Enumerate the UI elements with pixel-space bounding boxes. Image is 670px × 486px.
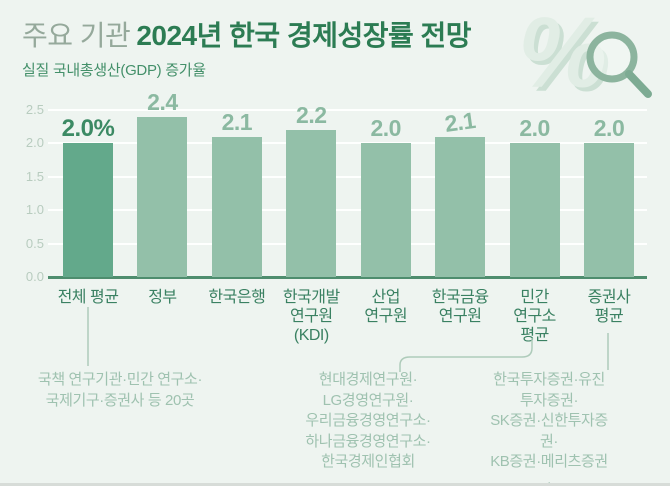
bar-3	[211, 136, 262, 277]
connector-middle	[399, 338, 533, 372]
y-axis-tick: 0.5	[25, 235, 44, 251]
page-title: 주요 기관 2024년 한국 경제성장률 전망	[22, 20, 522, 52]
value-label: 2.1	[221, 108, 253, 135]
footnote-private-institutes: 현대경제연구원· LG경영연구원· 우리금융경영연구소· 하나금융경영연구소· …	[305, 371, 431, 470]
title-prefix: 주요 기관	[22, 20, 131, 51]
title-main: 2024년 한국 경제성장률 전망	[136, 20, 472, 51]
subtitle: 실질 국내총생산(GDP) 증가율	[22, 62, 206, 79]
gridline	[48, 175, 647, 178]
value-label: 2.0%	[61, 115, 115, 143]
value-label: 2.4	[147, 88, 178, 115]
x-axis-label: 증권사 평균	[587, 289, 631, 325]
y-axis-tick: 1.5	[25, 168, 44, 184]
value-label: 2.0	[593, 115, 625, 142]
bar-4	[286, 130, 337, 277]
x-axis-label: 정부	[148, 289, 177, 306]
bar-6	[435, 136, 486, 277]
gridline	[48, 142, 647, 145]
bar-2	[137, 116, 188, 277]
bar-1	[63, 143, 113, 277]
x-axis-label: 한국개발 연구원 (KDI)	[282, 289, 340, 344]
gridline	[48, 209, 647, 212]
bar-7	[509, 143, 560, 277]
footnote-overall-average: 국책 연구기관·민간 연구소· 국제기구·증권사 등 20곳	[37, 371, 203, 409]
value-label: 2.2	[296, 102, 327, 129]
value-label: 2.0	[370, 115, 401, 142]
x-axis-label: 산업 연구원	[364, 289, 408, 325]
bar-5	[360, 143, 411, 277]
value-label: 2.0	[519, 115, 550, 142]
x-axis-label: 한국은행	[208, 289, 266, 306]
x-axis-label: 한국금융 연구원	[431, 289, 489, 325]
y-axis-tick: 2.5	[25, 102, 44, 117]
x-axis-line	[48, 276, 647, 279]
gridline	[48, 109, 647, 111]
y-axis-tick: 0.0	[25, 269, 44, 284]
gridline	[48, 242, 647, 245]
x-axis-label: 전체 평균	[57, 289, 119, 306]
y-axis-tick: 2.0	[25, 135, 44, 151]
bar-8	[584, 143, 634, 277]
footnote-securities-firms: 한국투자증권·유진투자증권· SK증권·신한투자증권· KB증권·메리츠증권· …	[490, 371, 608, 486]
y-axis-tick: 1.0	[25, 202, 44, 218]
x-axis-label: 민간 연구소 평균	[513, 289, 556, 344]
header: 주요 기관 2024년 한국 경제성장률 전망 실질 국내총생산(GDP) 증가율	[22, 20, 522, 80]
